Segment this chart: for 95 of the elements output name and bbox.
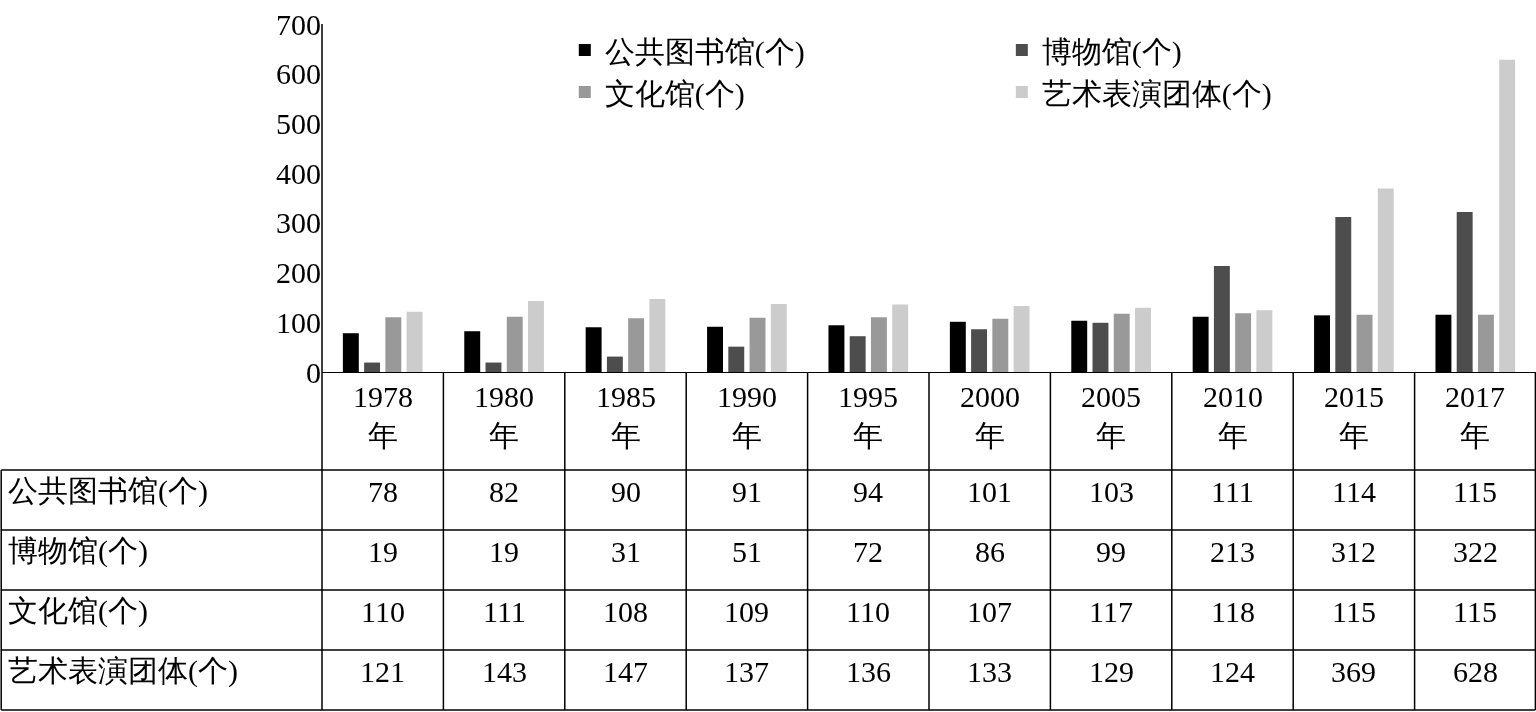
y-tick-label: 400 — [276, 156, 321, 190]
y-tick-label: 100 — [276, 305, 321, 339]
bar — [971, 329, 988, 372]
x-tick-label: 1978年 — [353, 380, 413, 452]
bar — [649, 298, 666, 372]
data-label: 312 — [1331, 535, 1376, 568]
legend-label: 文化馆(个) — [604, 76, 745, 111]
bar — [364, 362, 381, 372]
data-label: 31 — [611, 535, 641, 568]
data-label: 628 — [1453, 655, 1498, 688]
data-label: 99 — [1096, 535, 1126, 568]
data-label: 90 — [611, 475, 641, 508]
bar — [1356, 314, 1373, 372]
data-label: 51 — [732, 535, 762, 568]
bar — [1113, 313, 1130, 372]
legend-label: 公共图书馆(个) — [604, 34, 805, 69]
bar — [1235, 313, 1252, 372]
data-label: 107 — [967, 595, 1012, 628]
data-label: 82 — [489, 475, 519, 508]
y-tick-label: 500 — [276, 106, 321, 140]
data-label: 118 — [1211, 595, 1255, 628]
data-label: 137 — [724, 655, 769, 688]
bar — [528, 300, 544, 372]
x-tick-label: 1980年 — [474, 380, 534, 452]
bar — [1213, 266, 1230, 372]
x-tick-label: 2005年 — [1081, 380, 1141, 452]
data-label: 136 — [846, 655, 891, 688]
bar — [1499, 59, 1516, 372]
x-tick-label: 1995年 — [838, 380, 898, 452]
y-tick-label: 600 — [276, 57, 321, 91]
bar — [1256, 310, 1273, 372]
bar — [1456, 211, 1473, 372]
x-tick-label: 2000年 — [960, 380, 1020, 452]
data-label: 133 — [967, 655, 1012, 688]
text: 博物馆(个) — [8, 534, 148, 567]
data-label: 111 — [1211, 475, 1254, 508]
bar — [628, 318, 645, 372]
x-tick-label: 2015年 — [1324, 380, 1384, 452]
y-tick-label: 300 — [276, 206, 321, 240]
bar — [892, 304, 909, 372]
bar — [749, 317, 766, 372]
data-label: 143 — [482, 655, 527, 688]
x-tick-label: 1990年 — [717, 380, 777, 452]
data-label: 101 — [967, 475, 1012, 508]
data-label: 19 — [368, 535, 398, 568]
data-label: 19 — [489, 535, 519, 568]
y-tick-label: 0 — [306, 355, 321, 389]
data-label: 147 — [603, 655, 648, 688]
data-label: 94 — [853, 475, 883, 508]
data-label: 121 — [360, 655, 405, 688]
legend-label: 艺术表演团体(个) — [1041, 76, 1272, 111]
data-label: 129 — [1089, 655, 1134, 688]
data-label: 78 — [368, 475, 398, 508]
data-label: 109 — [724, 595, 769, 628]
text: 文化馆(个) — [8, 594, 148, 627]
data-label: 115 — [1453, 475, 1497, 508]
bar — [1135, 307, 1151, 372]
bar — [870, 317, 887, 372]
text: 公共图书馆(个) — [8, 474, 208, 507]
bar — [406, 311, 423, 372]
legend-label: 博物馆(个) — [1041, 34, 1182, 69]
data-label: 108 — [603, 595, 648, 628]
data-label: 103 — [1089, 475, 1134, 508]
data-label: 322 — [1453, 535, 1498, 568]
data-label: 369 — [1331, 655, 1376, 688]
data-label: 111 — [483, 595, 526, 628]
bar — [728, 346, 745, 372]
data-label: 124 — [1210, 655, 1255, 688]
data-label: 72 — [853, 535, 883, 568]
bar — [1477, 314, 1494, 372]
bar — [506, 316, 523, 372]
data-label: 114 — [1332, 475, 1376, 508]
data-label: 86 — [975, 535, 1005, 568]
data-label: 110 — [846, 595, 890, 628]
x-tick-label: 2017年 — [1445, 380, 1505, 452]
data-label: 115 — [1332, 595, 1376, 628]
bar — [849, 336, 866, 372]
text: 艺术表演团体(个) — [8, 654, 238, 687]
y-tick-label: 700 — [276, 7, 321, 41]
bar — [1335, 216, 1352, 372]
bar — [770, 303, 787, 372]
bar — [992, 318, 1009, 372]
bar — [1377, 188, 1394, 372]
bar — [385, 317, 402, 372]
data-label: 110 — [361, 595, 405, 628]
y-tick-label: 200 — [276, 256, 321, 290]
bar — [606, 356, 623, 372]
bar — [1013, 305, 1030, 372]
data-label: 91 — [732, 475, 762, 508]
x-tick-label: 2010年 — [1203, 380, 1263, 452]
x-tick-label: 1985年 — [596, 380, 656, 452]
data-label: 213 — [1210, 535, 1255, 568]
data-label: 117 — [1089, 595, 1133, 628]
data-label: 115 — [1453, 595, 1497, 628]
bar — [1092, 322, 1109, 372]
